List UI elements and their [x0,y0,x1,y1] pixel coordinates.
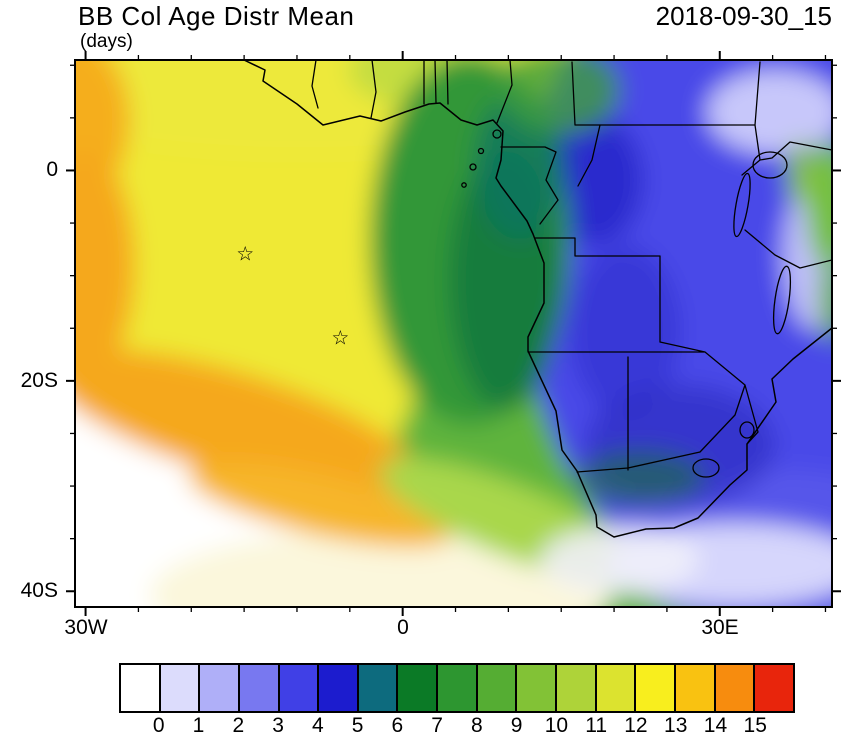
colorbar-cell [121,665,161,711]
colorbar-cell [239,665,280,711]
colorbar-label: 12 [624,714,648,737]
lake-tanganyika-outline [733,172,751,238]
colorbar-label: 2 [232,714,245,737]
colorbar-label: 9 [510,714,523,737]
star-marker: ☆ [331,326,349,350]
y-axis-label-0: 0 [46,158,58,181]
colorbar-cell [160,665,201,711]
colorbar-cell [755,665,793,711]
x-axis-label-30e: 30E [701,616,739,639]
colorbar-label: 14 [703,714,728,737]
colorbar-cell [675,665,716,711]
colorbar-cell [200,665,240,711]
colorbar-cell [636,665,676,711]
colorbar-label: 4 [311,714,324,737]
colorbar-cell [358,665,399,711]
colorbar-cell [319,665,359,711]
eswatini-border [739,421,755,439]
colorbar-cell [477,665,518,711]
lake-victoria-outline [752,151,788,179]
colorbar-cell [715,665,756,711]
colorbar-cell [557,665,597,711]
colorbar-cell [517,665,558,711]
country-borders [311,60,832,478]
colorbar-label: 10 [544,714,569,737]
colorbar-cells [119,663,795,713]
principe-island [477,147,485,155]
colorbar-label: 15 [743,714,767,737]
colorbar-labels: 0 1 2 3 4 5 6 7 8 9 10 11 12 13 14 15 [119,714,795,740]
star-marker: ☆ [236,242,254,266]
colorbar-label: 6 [391,714,404,737]
colorbar-cell [438,665,478,711]
axis-ticks [66,51,841,616]
y-axis-label-40s: 40S [20,579,58,602]
y-axis-label-20s: 20S [20,369,58,392]
markers-layer: ☆☆ [236,242,349,350]
colorbar-label: 7 [431,714,443,737]
colorbar-label: 0 [152,714,165,737]
x-axis-label-0: 0 [397,616,409,639]
colorbar-cell [279,665,320,711]
colorbar-label: 3 [272,714,284,737]
colorbar-label: 1 [192,714,205,737]
colorbar-label: 8 [471,714,483,737]
colorbar-cell [398,665,439,711]
x-axis-label-30w: 30W [64,616,108,639]
lake-malawi-outline [772,265,792,335]
plot-units: (days) [80,31,133,52]
plot-title: BB Col Age Distr Mean [78,1,355,31]
plot-timestamp: 2018-09-30_15 [655,1,832,31]
bioko-island [492,129,502,139]
africa-coastline [243,60,832,538]
field-shading [75,60,832,607]
colorbar-cell [596,665,637,711]
annobon-island [461,182,467,188]
lesotho-border [692,458,720,478]
map-frame [74,59,833,608]
colorbar-label: 5 [351,714,364,737]
colorbar-label: 13 [664,714,688,737]
sao-tome-island [469,163,477,171]
colorbar-label: 11 [585,714,608,737]
